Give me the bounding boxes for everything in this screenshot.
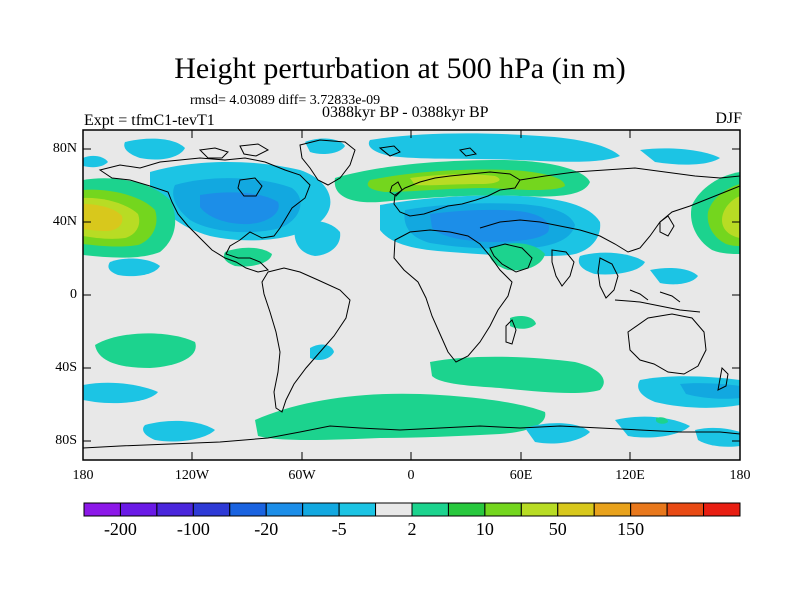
coastline-europe: [393, 171, 521, 217]
positive-anomaly-south-atlantic-small: [510, 316, 536, 329]
coastline-indonesia: [614, 289, 701, 313]
coastline-hudson-bay: [237, 177, 263, 197]
negative-anomaly-central-pacific: [650, 268, 698, 285]
colorbar-label: -20: [254, 519, 279, 539]
colorbar-box: [229, 502, 267, 517]
negative-anomaly-antarctic-far-east: [615, 416, 690, 438]
coastline-arabia: [489, 243, 533, 273]
coastline-new-zealand: [717, 366, 729, 391]
season-label: DJF: [715, 110, 742, 127]
negative-anomaly-east-pacific: [108, 258, 160, 277]
lat-ticks: [83, 148, 740, 442]
coastline-asia: [479, 167, 740, 253]
lon-label: 120E: [615, 468, 645, 483]
coastline-africa: [393, 229, 513, 363]
coastline-north-america: [98, 157, 311, 273]
negative-arctic-atlantic: [368, 133, 620, 162]
lon-label: 120W: [174, 468, 210, 483]
core-positive-north-pacific-east: [722, 196, 740, 238]
negative-anomaly-south-pacific-west: [83, 382, 158, 404]
lat-label: 80S: [55, 433, 77, 448]
coastline-arctic-islands: [198, 143, 478, 159]
colorbar-box: [156, 502, 194, 517]
lon-label: 60E: [509, 468, 533, 483]
colorbar-box: [338, 502, 377, 517]
colorbar-box: [119, 502, 158, 517]
colorbar-label: -100: [176, 519, 210, 539]
negative-anomaly-arctic-far-west: [83, 155, 108, 168]
experiment-label: Expt = tfmC1-tevT1: [84, 112, 215, 129]
lon-label: 180: [729, 468, 751, 483]
positive-anomaly-antarctic-small: [656, 417, 668, 424]
colorbar-box: [557, 502, 595, 517]
colorbar-box: [666, 502, 705, 517]
coastline-india: [551, 249, 575, 287]
negative-arctic-siberia: [640, 148, 720, 165]
lat-label: 80N: [52, 141, 77, 156]
negative-anomaly-labrador: [294, 220, 341, 256]
colorbar-box: [703, 502, 741, 517]
colorbar-box: [630, 502, 668, 517]
positive-anomaly-southern-ocean: [255, 393, 546, 440]
figure-title: Height perturbation at 500 hPa (in m): [174, 52, 626, 85]
coastline-madagascar: [505, 319, 517, 345]
colorbar-label: 10: [475, 519, 494, 539]
lat-label: 0: [70, 287, 77, 302]
lat-label: 40N: [52, 214, 77, 229]
colorbar-box: [411, 502, 449, 517]
stats-label: rmsd= 4.03089 diff= 3.72833e-09: [190, 93, 381, 108]
lat-label: 40S: [55, 360, 77, 375]
lon-label: 0: [407, 468, 415, 483]
colorbar-box: [593, 502, 632, 517]
colorbar-box: [302, 502, 340, 517]
core-positive-north-atlantic: [410, 174, 500, 186]
colorbar: [83, 502, 741, 517]
colorbar-box: [375, 502, 413, 517]
coastline-south-america: [261, 267, 351, 413]
colorbar-box: [520, 502, 559, 517]
core-negative-north-america: [200, 192, 279, 225]
colorbar-box: [484, 502, 522, 517]
positive-anomaly-indian-ocean: [430, 356, 604, 394]
colorbar-label: -200: [103, 519, 137, 539]
map-panel: [83, 130, 740, 460]
lon-label: 60W: [288, 468, 316, 483]
colorbar-box: [447, 502, 486, 517]
colorbar-box: [265, 502, 304, 517]
colorbar-box: [192, 502, 231, 517]
colorbar-label: 2: [407, 519, 417, 539]
period-label: 0388kyr BP - 0388kyr BP: [322, 104, 489, 121]
colorbar-label: 150: [617, 519, 645, 539]
coastline-australia: [627, 313, 707, 375]
coastlines: [83, 139, 740, 449]
coastline-southeast-asia: [597, 257, 619, 299]
coastline-greenland: [299, 139, 356, 186]
colorbar-label: -5: [331, 519, 347, 539]
negative-anomaly-antarctic-west: [143, 420, 215, 442]
coastline-japan: [659, 215, 675, 237]
positive-anomaly-south-pacific-west: [95, 333, 196, 368]
negative-arctic-canada: [124, 138, 185, 160]
negative-arctic-greenland: [305, 138, 345, 154]
strong-negative-south-pacific-east: [680, 383, 740, 399]
lon-label: 180: [72, 468, 94, 483]
coastline-antarctica: [83, 425, 740, 449]
colorbar-label: 50: [548, 519, 567, 539]
coastline-british-isles: [389, 181, 403, 197]
peak-positive-north-pacific-west: [83, 204, 123, 231]
contour-fills: [83, 133, 740, 447]
negative-anomaly-antarctic-east: [525, 423, 590, 444]
lon-ticks: [82, 130, 741, 460]
positive-anomaly-arabia: [489, 243, 545, 271]
colorbar-box: [83, 502, 121, 517]
